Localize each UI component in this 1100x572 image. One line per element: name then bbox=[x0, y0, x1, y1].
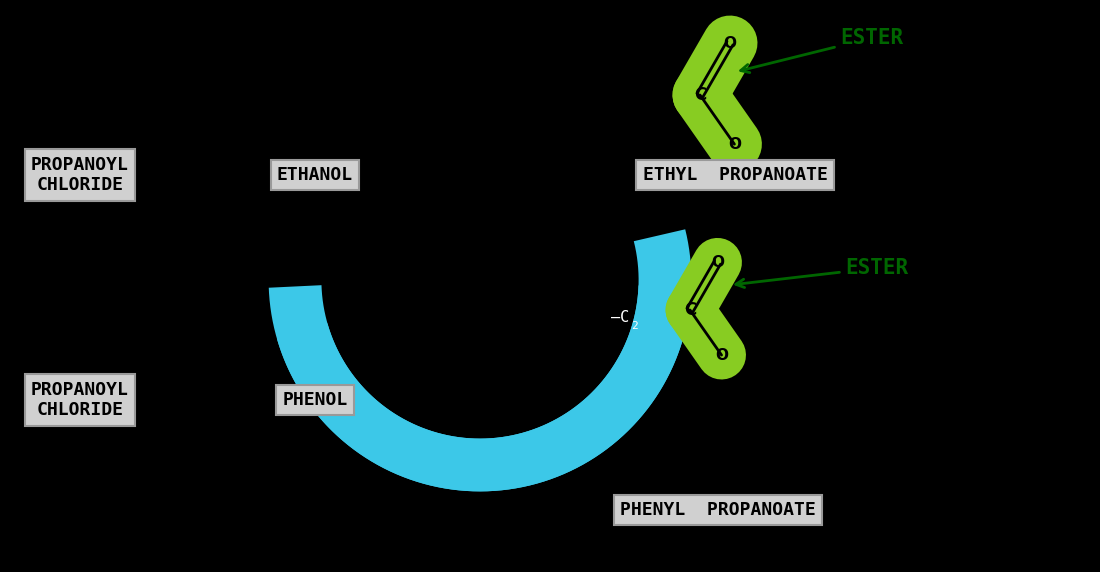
Text: C: C bbox=[684, 301, 696, 319]
Text: –C: –C bbox=[610, 311, 629, 325]
Text: O: O bbox=[711, 255, 724, 270]
Text: PHENOL: PHENOL bbox=[283, 391, 348, 409]
Text: ETHANOL: ETHANOL bbox=[277, 166, 353, 184]
Text: PROPANOYL
CHLORIDE: PROPANOYL CHLORIDE bbox=[31, 380, 129, 419]
Text: C: C bbox=[694, 86, 706, 104]
Text: O: O bbox=[715, 348, 728, 363]
Text: O: O bbox=[724, 35, 737, 50]
Text: ESTER: ESTER bbox=[736, 258, 909, 288]
Text: ESTER: ESTER bbox=[740, 28, 903, 73]
Text: 2: 2 bbox=[630, 321, 637, 331]
Text: PROPANOYL
CHLORIDE: PROPANOYL CHLORIDE bbox=[31, 156, 129, 194]
Text: ETHYL  PROPANOATE: ETHYL PROPANOATE bbox=[642, 166, 827, 184]
Text: PHENYL  PROPANOATE: PHENYL PROPANOATE bbox=[620, 501, 816, 519]
Text: O: O bbox=[728, 137, 741, 152]
